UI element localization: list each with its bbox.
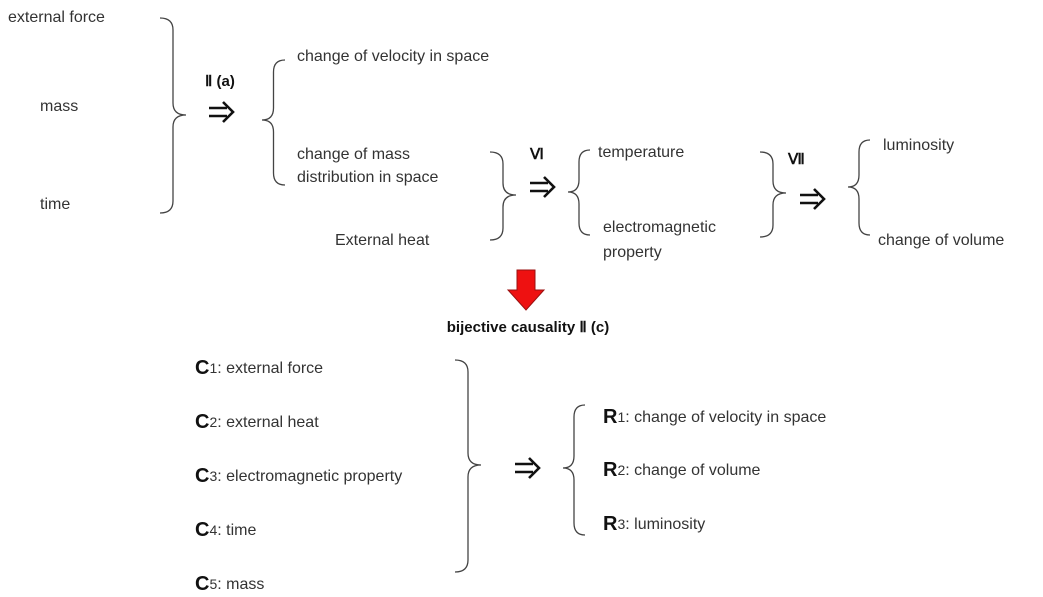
item-letter: R	[603, 513, 618, 535]
brace	[567, 149, 591, 236]
item-index: 1	[209, 360, 217, 376]
list-item: C1: external force	[195, 357, 323, 379]
brace	[261, 59, 286, 186]
result: change of mass	[297, 146, 410, 163]
result: change of velocity in space	[297, 48, 489, 65]
item-index: 5	[209, 576, 217, 592]
result: distribution in space	[297, 169, 439, 186]
item-text: : mass	[217, 576, 264, 593]
item-letter: C	[195, 465, 209, 487]
list-item: R3: luminosity	[603, 513, 705, 535]
item-letter: C	[195, 573, 209, 595]
item-text: : change of velocity in space	[625, 409, 826, 426]
input: external force	[8, 9, 105, 26]
result: property	[603, 244, 662, 261]
list-item: C5: mass	[195, 573, 264, 595]
list-item: C2: external heat	[195, 411, 319, 433]
brace	[847, 139, 871, 236]
result: temperature	[598, 144, 684, 161]
list-item: R2: change of volume	[603, 459, 761, 481]
item-text: : change of volume	[625, 462, 760, 479]
input: time	[40, 196, 70, 213]
item-index: 2	[209, 414, 217, 430]
bijective-title: bijective causality Ⅱ (c)	[447, 319, 609, 336]
brace	[159, 17, 187, 214]
item-letter: C	[195, 411, 209, 433]
input: mass	[40, 98, 78, 115]
item-index: 4	[209, 522, 217, 538]
brace	[489, 151, 517, 241]
item-text: : electromagnetic property	[217, 468, 402, 485]
double-arrow	[515, 457, 541, 479]
step-label: Ⅱ (a)	[205, 73, 235, 90]
step-label: Ⅶ	[787, 151, 805, 168]
input: External heat	[335, 232, 430, 249]
brace	[562, 404, 586, 536]
item-text: : external force	[217, 360, 323, 377]
item-letter: R	[603, 406, 618, 428]
result: luminosity	[883, 137, 954, 154]
brace	[759, 151, 787, 238]
item-text: : time	[217, 522, 256, 539]
item-letter: C	[195, 519, 209, 541]
item-index: 3	[617, 516, 625, 532]
item-letter: C	[195, 357, 209, 379]
double-arrow	[530, 176, 556, 198]
list-item: C3: electromagnetic property	[195, 465, 402, 487]
item-text: : luminosity	[625, 516, 705, 533]
step-label: Ⅵ	[529, 146, 544, 163]
item-index: 1	[617, 409, 625, 425]
item-index: 2	[617, 462, 625, 478]
double-arrow	[209, 101, 235, 123]
item-index: 3	[209, 468, 217, 484]
list-item: C4: time	[195, 519, 256, 541]
brace	[454, 359, 482, 573]
item-letter: R	[603, 459, 618, 481]
item-text: : external heat	[217, 414, 319, 431]
down-arrow	[506, 269, 546, 311]
result: change of volume	[878, 232, 1004, 249]
result: electromagnetic	[603, 219, 716, 236]
double-arrow	[800, 188, 826, 210]
list-item: R1: change of velocity in space	[603, 406, 826, 428]
